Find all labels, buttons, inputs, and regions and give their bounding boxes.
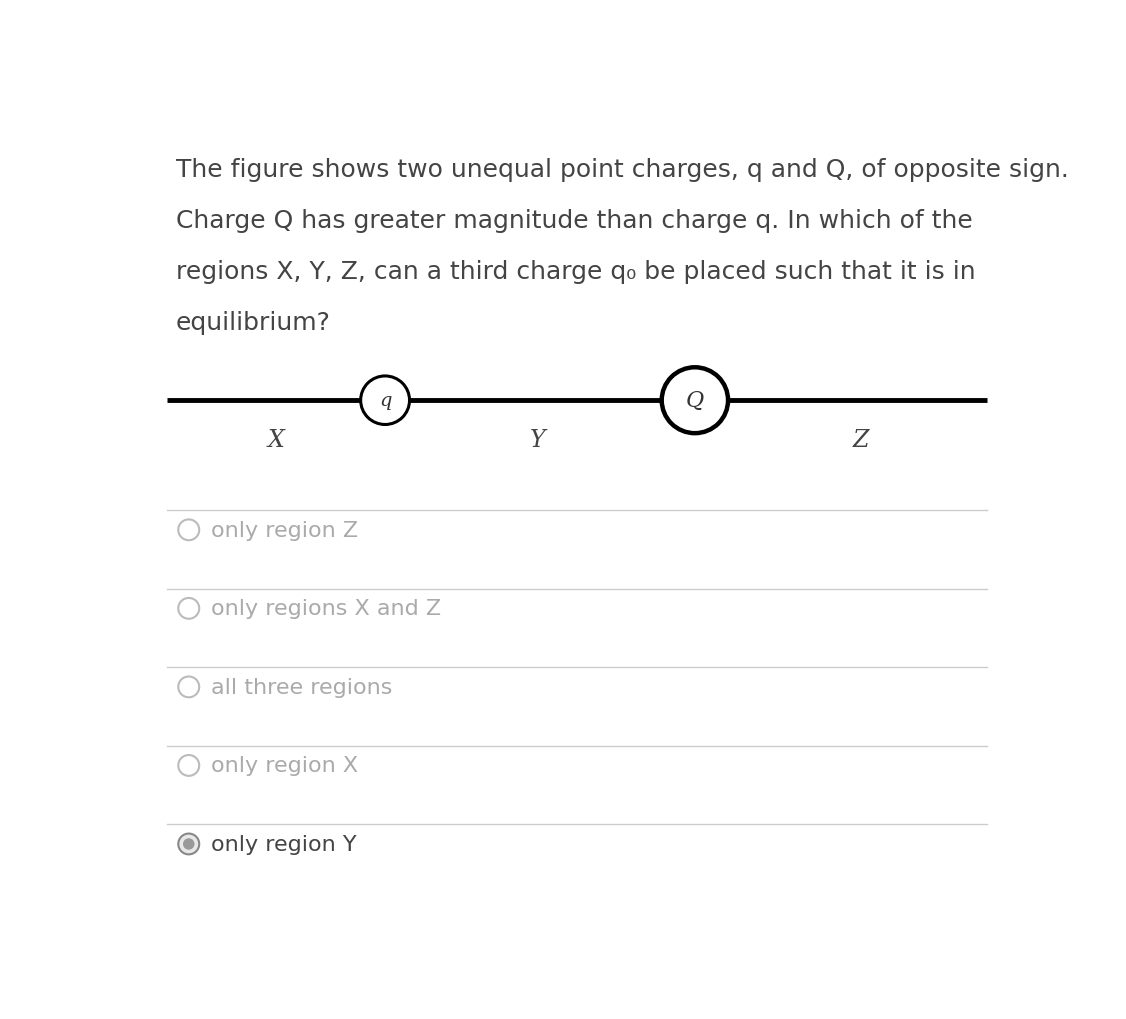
- Text: regions X, Y, Z, can a third charge q₀ be placed such that it is in: regions X, Y, Z, can a third charge q₀ b…: [176, 260, 975, 283]
- Text: equilibrium?: equilibrium?: [176, 311, 331, 334]
- Ellipse shape: [178, 834, 199, 855]
- Ellipse shape: [178, 677, 199, 698]
- Text: all three regions: all three regions: [211, 678, 392, 697]
- Text: only region X: only region X: [211, 756, 358, 775]
- Text: The figure shows two unequal point charges, q and Q, of opposite sign.: The figure shows two unequal point charg…: [176, 158, 1069, 181]
- Text: Z: Z: [852, 429, 869, 451]
- Ellipse shape: [360, 377, 410, 425]
- Ellipse shape: [178, 755, 199, 776]
- Text: Charge Q has greater magnitude than charge q. In which of the: Charge Q has greater magnitude than char…: [176, 209, 973, 232]
- Text: only region Z: only region Z: [211, 521, 358, 540]
- Text: only regions X and Z: only regions X and Z: [211, 599, 440, 619]
- Text: q: q: [378, 392, 392, 410]
- Ellipse shape: [662, 368, 729, 434]
- Text: X: X: [268, 429, 285, 451]
- Text: only region Y: only region Y: [211, 835, 356, 854]
- Text: Y: Y: [530, 429, 546, 451]
- Ellipse shape: [178, 598, 199, 620]
- Text: Q: Q: [686, 390, 704, 412]
- Ellipse shape: [178, 520, 199, 541]
- Ellipse shape: [184, 839, 195, 850]
